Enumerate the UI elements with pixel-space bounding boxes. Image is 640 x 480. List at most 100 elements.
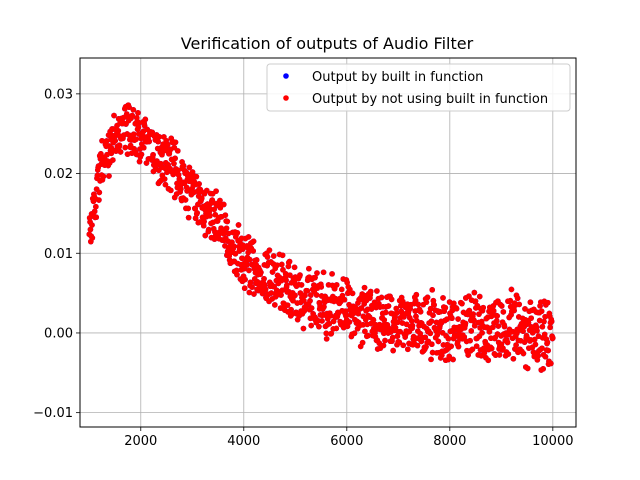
data-point	[476, 293, 483, 300]
x-tick-label: 8000	[433, 434, 466, 449]
legend-label-series-2: Output by not using built in function	[312, 92, 548, 107]
data-point	[111, 112, 117, 119]
data-point	[96, 197, 102, 203]
data-point	[304, 288, 311, 294]
data-point	[489, 312, 495, 319]
data-point	[417, 330, 424, 337]
data-point	[415, 301, 422, 308]
data-point	[429, 287, 435, 293]
data-point	[536, 317, 543, 324]
data-point	[540, 366, 546, 372]
data-point	[400, 298, 406, 305]
data-point	[323, 330, 330, 337]
data-point	[156, 134, 163, 140]
data-point	[374, 288, 380, 294]
data-point	[322, 293, 328, 300]
data-point	[520, 328, 526, 334]
data-point	[302, 292, 308, 299]
data-point	[535, 333, 542, 340]
data-point	[176, 176, 183, 183]
data-point	[278, 277, 285, 284]
data-point	[500, 309, 507, 315]
data-point	[496, 352, 503, 358]
data-point	[539, 323, 546, 330]
data-point	[520, 350, 527, 357]
data-point	[93, 203, 99, 210]
data-point	[211, 206, 217, 213]
data-point	[300, 325, 307, 332]
data-point	[360, 322, 366, 328]
data-point	[245, 234, 252, 240]
data-point	[361, 284, 368, 291]
data-point	[396, 339, 403, 346]
data-point	[272, 302, 278, 308]
data-point	[178, 186, 184, 192]
data-point	[532, 341, 539, 348]
data-point	[231, 243, 237, 250]
data-point	[481, 350, 488, 356]
data-point	[428, 318, 435, 324]
data-point	[235, 222, 242, 228]
data-point	[346, 319, 353, 325]
data-point	[498, 303, 505, 309]
data-point	[290, 297, 296, 304]
data-point	[359, 339, 366, 346]
data-point	[279, 261, 285, 268]
data-point	[122, 144, 129, 151]
data-point	[213, 188, 219, 194]
data-point	[251, 291, 257, 297]
data-point	[542, 353, 549, 360]
data-point	[408, 318, 415, 324]
data-point	[370, 317, 377, 323]
data-point	[516, 301, 522, 308]
data-point	[472, 298, 479, 304]
series-not-built-in	[86, 102, 556, 373]
y-tick-label: 0.01	[44, 247, 73, 262]
data-point	[511, 307, 517, 314]
data-point	[461, 334, 468, 340]
data-point	[548, 318, 555, 325]
data-point	[471, 289, 478, 296]
data-point	[394, 333, 401, 340]
data-point	[333, 282, 340, 288]
data-point	[182, 197, 189, 203]
data-point	[94, 172, 101, 179]
data-point	[286, 258, 293, 265]
data-point	[473, 343, 480, 349]
data-point	[539, 345, 545, 352]
data-point	[204, 187, 210, 194]
legend-marker-series-1	[283, 73, 289, 79]
data-point	[471, 317, 477, 324]
data-point	[308, 322, 314, 329]
data-point	[413, 313, 419, 320]
data-point	[146, 138, 152, 145]
data-point	[279, 287, 285, 294]
data-point	[91, 208, 98, 215]
data-point	[430, 312, 436, 319]
data-point	[221, 201, 227, 208]
data-point	[284, 282, 290, 289]
data-point	[538, 308, 545, 315]
data-point	[250, 248, 256, 254]
data-point	[312, 274, 318, 281]
data-point	[413, 317, 420, 324]
data-point	[550, 335, 556, 341]
data-point	[250, 238, 257, 245]
data-point	[232, 251, 239, 257]
data-point	[308, 292, 314, 298]
data-point	[397, 328, 403, 335]
data-point	[388, 296, 395, 303]
legend-marker-series-2	[283, 95, 289, 101]
data-point	[280, 267, 286, 273]
x-tick-label: 6000	[330, 434, 363, 449]
data-point	[246, 289, 253, 296]
data-point	[261, 275, 267, 282]
data-point	[266, 247, 273, 253]
y-tick-label: 0.00	[44, 326, 73, 341]
data-point	[164, 141, 171, 148]
data-point	[135, 110, 141, 116]
data-point	[172, 155, 178, 162]
data-point	[494, 313, 500, 319]
data-point	[200, 222, 207, 229]
data-point	[117, 149, 124, 155]
